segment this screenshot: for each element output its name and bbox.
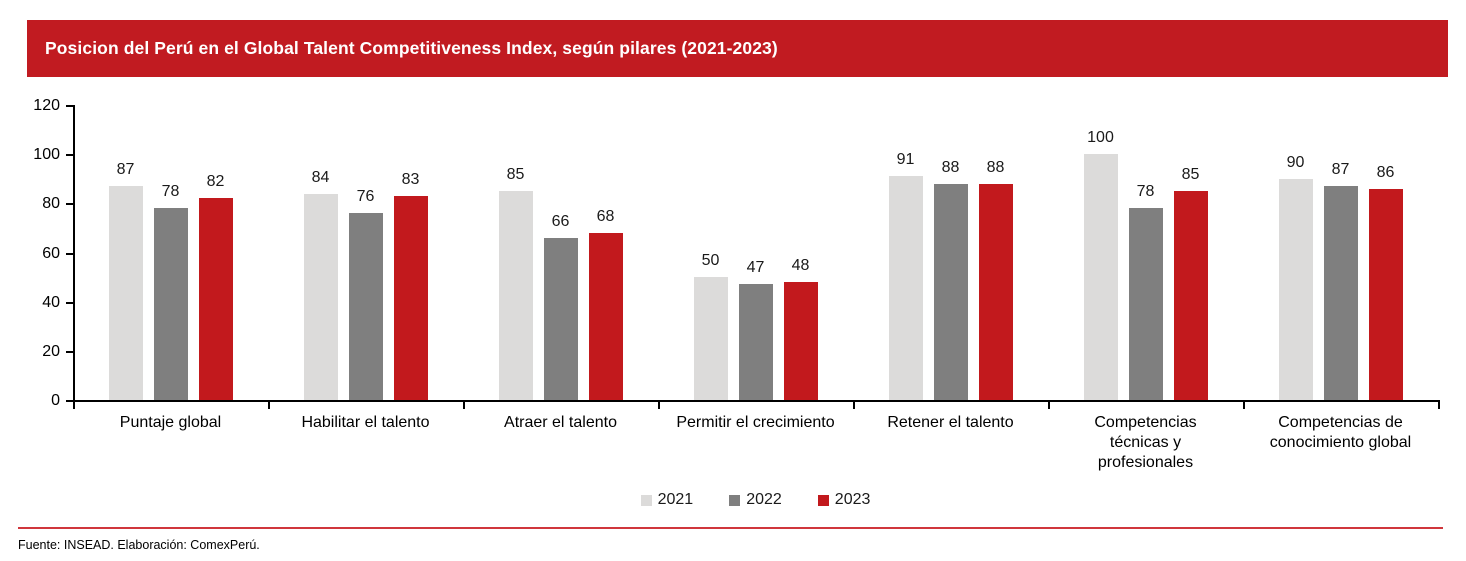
bar-value-label: 85 — [506, 166, 525, 184]
bar-value-label: 66 — [551, 212, 570, 230]
y-axis-tick-label: 100 — [33, 146, 60, 164]
x-axis-tick — [1243, 402, 1245, 409]
bar-value-label: 85 — [1181, 166, 1200, 184]
x-axis-tick — [658, 402, 660, 409]
chart-title: Posicion del Perú en el Global Talent Co… — [45, 38, 778, 58]
bar-2022 — [933, 183, 968, 400]
y-axis-tick-label: 0 — [51, 392, 60, 409]
bar-2022 — [1128, 208, 1163, 400]
footer-rule — [18, 527, 1443, 529]
y-axis-tick — [66, 400, 73, 402]
y-axis-tick-label: 120 — [33, 97, 60, 114]
legend-swatch-2023 — [817, 494, 829, 506]
x-axis-tick — [268, 402, 270, 409]
bar-value-label: 78 — [1136, 183, 1155, 201]
bar-value-label: 68 — [596, 207, 615, 225]
bar-value-label: 78 — [161, 183, 180, 201]
y-axis-tick-label: 20 — [42, 342, 60, 360]
bar-2023 — [588, 232, 623, 400]
x-axis-tick — [73, 402, 75, 409]
x-axis-category-label: Competencias de conocimiento global — [1269, 414, 1412, 451]
chart-title-banner: Posicion del Perú en el Global Talent Co… — [27, 20, 1448, 77]
legend-swatch-2021 — [640, 494, 652, 506]
y-axis-tick-label: 80 — [42, 195, 60, 213]
x-axis-tick — [1438, 402, 1440, 409]
bar-2021 — [1278, 178, 1313, 400]
bar-2022 — [543, 237, 578, 400]
bar-2022 — [348, 213, 383, 400]
bar-value-label: 83 — [401, 170, 420, 188]
x-axis-category-label: Habilitar el talento — [301, 414, 430, 431]
x-axis-tick — [1048, 402, 1050, 409]
bar-value-label: 50 — [701, 252, 720, 270]
bar-2022 — [153, 208, 188, 400]
bar-value-label: 88 — [941, 158, 960, 176]
legend-item-2022: 2022 — [729, 492, 782, 508]
legend-swatch-2022 — [729, 494, 741, 506]
x-axis-category-label: Competencias técnicas y profesionales — [1094, 414, 1197, 471]
bar-value-label: 88 — [986, 158, 1005, 176]
y-axis-tick-label: 40 — [42, 293, 60, 311]
bar-2023 — [1173, 191, 1208, 400]
y-axis-tick — [66, 252, 73, 255]
plot-area — [73, 105, 1440, 402]
x-axis-tick — [853, 402, 855, 409]
y-axis-tick — [66, 105, 73, 107]
bar-value-label: 82 — [206, 173, 225, 191]
legend-label: 2022 — [746, 491, 782, 508]
bar-2021 — [303, 193, 338, 400]
legend: 2021 2022 2023 — [73, 492, 1438, 508]
bar-2021 — [888, 176, 923, 400]
bar-value-label: 87 — [1331, 161, 1350, 179]
x-axis-category-label: Retener el talento — [887, 414, 1014, 431]
y-axis-tick — [66, 301, 73, 304]
bar-value-label: 48 — [791, 257, 810, 274]
bar-value-label: 87 — [116, 161, 135, 179]
bar-2021 — [498, 191, 533, 400]
source-note: Fuente: INSEAD. Elaboración: ComexPerú. — [18, 538, 260, 552]
bar-value-label: 84 — [311, 168, 330, 186]
x-axis-category-label: Atraer el talento — [504, 414, 617, 431]
bar-2023 — [1368, 188, 1403, 400]
bar-2022 — [1323, 186, 1358, 400]
bar-2023 — [198, 198, 233, 400]
bar-2021 — [1083, 154, 1118, 400]
legend-label: 2021 — [657, 491, 694, 508]
y-axis-tick — [66, 154, 73, 157]
bar-2022 — [738, 284, 773, 400]
bar-value-label: 76 — [356, 188, 375, 206]
bar-2021 — [108, 186, 143, 400]
legend-item-2021: 2021 — [640, 491, 694, 508]
bar-2023 — [393, 195, 428, 400]
bar-value-label: 90 — [1286, 153, 1305, 171]
bar-value-label: 91 — [896, 151, 915, 169]
y-axis-tick — [66, 350, 73, 353]
y-axis-tick-label: 60 — [42, 244, 60, 262]
bar-2023 — [783, 282, 818, 400]
bar-2021 — [693, 277, 728, 400]
bar-2023 — [978, 183, 1013, 400]
x-axis-category-label: Permitir el crecimiento — [676, 414, 835, 431]
bar-value-label: 47 — [746, 259, 765, 277]
bar-value-label: 100 — [1087, 129, 1114, 147]
bar-value-label: 86 — [1376, 163, 1395, 181]
x-axis-category-label: Puntaje global — [119, 414, 222, 431]
x-axis-tick — [463, 402, 465, 409]
legend-label: 2023 — [834, 491, 871, 508]
legend-item-2023: 2023 — [817, 491, 871, 508]
y-axis-tick — [66, 203, 73, 206]
